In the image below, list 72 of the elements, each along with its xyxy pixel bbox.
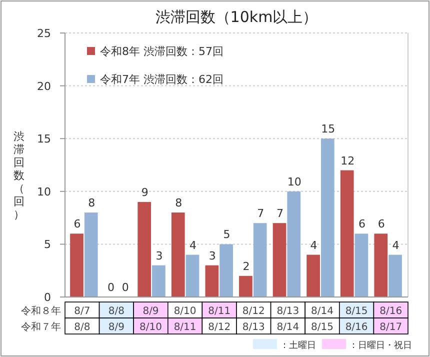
x-tick-label: 8/10: [174, 306, 196, 317]
bar: [171, 212, 185, 297]
y-tick-label: 25: [37, 27, 51, 40]
bar: [205, 265, 219, 297]
bar: [306, 254, 320, 297]
text: 令和７年: [21, 321, 61, 333]
x-tick-label: 8/7: [74, 306, 90, 317]
data-label: 6: [74, 218, 81, 231]
bar: [354, 234, 368, 297]
text: 令和８年: [21, 305, 61, 317]
x-tick-label: 8/16: [380, 306, 402, 317]
text: 8/16: [345, 322, 368, 333]
bar: [239, 276, 252, 297]
x-tick-label: 8/15: [345, 306, 368, 317]
bar: [186, 254, 200, 297]
data-label: 15: [321, 122, 336, 136]
x-tick-label: 8/8: [108, 306, 124, 317]
x-tick-label: 8/12: [242, 306, 265, 317]
y-tick-label: 15: [37, 132, 51, 146]
bar: [287, 191, 301, 297]
data-label: 6: [358, 218, 366, 231]
data-label: 5: [223, 228, 230, 242]
data-label: 4: [189, 238, 196, 252]
text: 8/15: [311, 322, 334, 333]
bar: [152, 265, 166, 297]
text: 8/12: [208, 322, 231, 333]
bar: [220, 244, 233, 297]
x-tick-label: 8/9: [142, 306, 159, 317]
x-tick-label: 8/11: [208, 306, 231, 317]
data-label: 6: [378, 218, 385, 231]
legend-label: 令和7年 渋滞回数：62回: [100, 73, 224, 86]
data-label: 0: [122, 281, 129, 294]
bar: [70, 234, 84, 297]
y-tick-label: 0: [44, 291, 51, 304]
bar: [374, 234, 388, 297]
x-tick-label: 8/14: [311, 306, 334, 317]
y-tick-label: 5: [44, 238, 51, 252]
bar: [272, 223, 286, 297]
data-label: 7: [257, 207, 264, 220]
text: 8/10: [140, 322, 162, 333]
x-tick-label: 8/13: [276, 306, 300, 317]
data-label: 2: [242, 260, 250, 273]
bar: [320, 138, 334, 297]
legend-label: 令和8年 渋滞回数：57回: [100, 45, 224, 58]
data-label: 3: [156, 249, 163, 262]
text: 8/13: [242, 322, 265, 333]
data-label: 10: [287, 175, 302, 188]
data-label: 7: [276, 207, 284, 220]
y-tick-label: 10: [37, 185, 51, 198]
chart-title: 渋滞回数（10km以上）: [155, 8, 318, 26]
data-label: 4: [310, 238, 318, 252]
data-label: 3: [208, 249, 216, 262]
text: 8/8: [74, 322, 90, 333]
data-label: 4: [392, 238, 400, 252]
text: ：日曜日・祝日: [349, 340, 412, 351]
bar: [253, 223, 267, 297]
bar: [138, 202, 152, 297]
text: ：土曜日: [280, 340, 316, 351]
bar: [388, 254, 402, 297]
text: 8/14: [276, 322, 300, 333]
bar: [84, 212, 98, 297]
text: 8/17: [380, 322, 402, 333]
data-label: 8: [88, 196, 96, 210]
text: 8/9: [108, 322, 124, 333]
y-axis-title: 渋滞回数（回）: [14, 130, 24, 221]
text: 8/11: [174, 322, 196, 333]
data-label: 12: [340, 154, 355, 168]
data-label: 8: [175, 196, 182, 210]
y-tick-label: 20: [37, 80, 51, 93]
data-label: 9: [141, 186, 148, 199]
bar: [340, 170, 354, 297]
data-label: 0: [108, 281, 115, 294]
